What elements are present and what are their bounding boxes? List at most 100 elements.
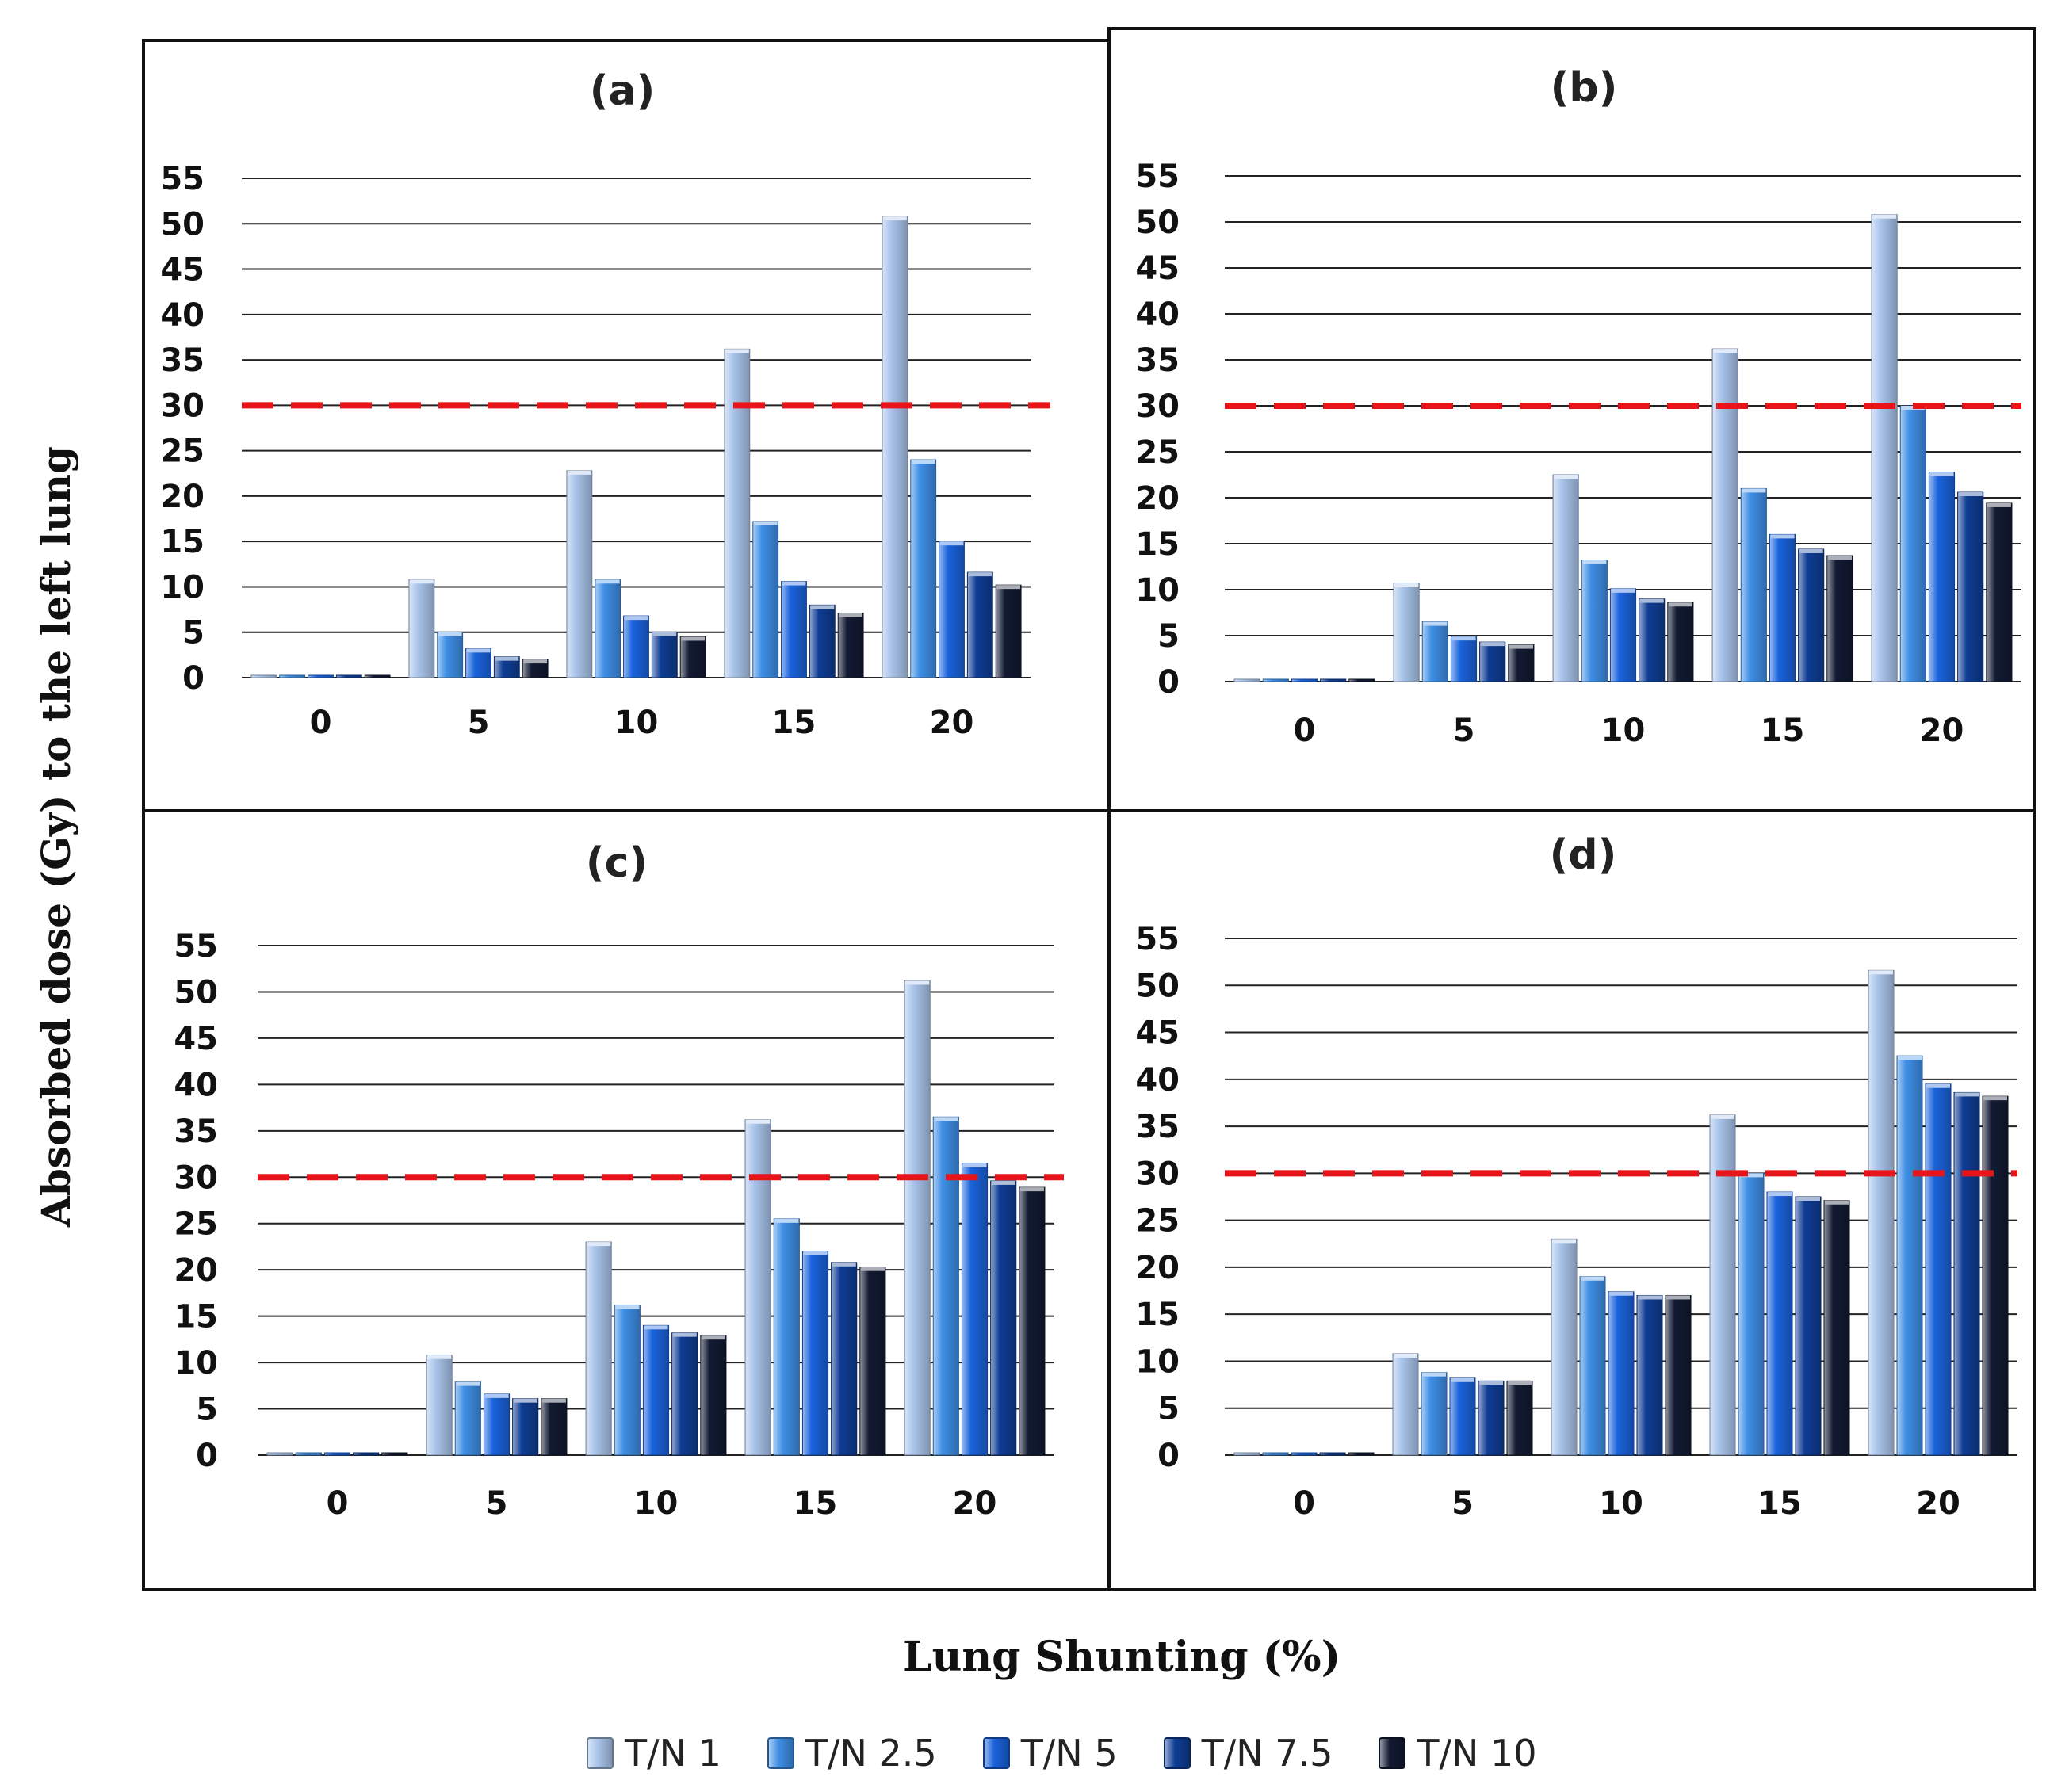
x-tick-label: 15 [772, 705, 817, 741]
bar-cap [456, 1381, 480, 1386]
bar [831, 1262, 858, 1456]
bar-cap [1713, 349, 1738, 353]
y-tick-label: 25 [174, 1206, 218, 1243]
bar [250, 674, 277, 678]
bar [1957, 491, 1984, 682]
bar [1506, 1380, 1533, 1456]
y-tick-label: 40 [174, 1067, 218, 1103]
bar [1608, 1291, 1635, 1456]
bar [1896, 1055, 1923, 1456]
bar [1798, 548, 1825, 682]
legend-label: T/N 2.5 [805, 1732, 937, 1775]
bar-cap [644, 1325, 668, 1330]
bar [1636, 1294, 1663, 1456]
bar [465, 648, 491, 678]
bar-cap [1611, 588, 1635, 593]
bar-cap [746, 1119, 771, 1124]
bar-cap [1742, 488, 1766, 493]
x-tick-label: 5 [1451, 1485, 1474, 1522]
bar-cap [1869, 970, 1893, 975]
y-tick-label: 20 [1135, 480, 1180, 517]
bar [904, 980, 931, 1456]
legend-swatch [982, 1737, 1010, 1769]
bar-cap [962, 1163, 987, 1167]
bar [939, 541, 965, 678]
bar [1740, 487, 1767, 682]
y-tick-label: 50 [174, 974, 218, 1011]
bar-cap [567, 470, 591, 475]
x-tick-label: 20 [930, 705, 974, 741]
bar-cap [839, 613, 863, 617]
bar-cap [1552, 1239, 1576, 1244]
x-tick-label: 0 [1294, 713, 1316, 749]
bar [308, 674, 334, 678]
y-tick-label: 45 [1135, 250, 1180, 287]
bar [859, 1267, 886, 1456]
bar [1738, 1172, 1765, 1456]
bar [364, 674, 391, 678]
bar [910, 459, 937, 678]
legend: T/N 1 T/N 2.5 T/N 5 T/N 7.5 T/N 10 [587, 1732, 1537, 1775]
x-tick-label: 15 [1761, 713, 1805, 749]
bar-cap [1929, 472, 1954, 476]
panel-title: (d) [1550, 831, 1617, 879]
bar-cap [1394, 583, 1419, 587]
bar [1609, 588, 1637, 682]
bar [809, 604, 836, 678]
bar [381, 1452, 408, 1456]
bar [801, 1251, 829, 1456]
y-tick-label: 15 [160, 524, 205, 560]
bar [512, 1398, 539, 1456]
x-tick-label: 20 [953, 1485, 997, 1522]
bar [1953, 1091, 1980, 1456]
bar [1233, 678, 1260, 682]
y-tick-label: 20 [160, 479, 205, 515]
bar [1479, 641, 1506, 682]
bar [1769, 533, 1796, 682]
bar-cap [1451, 1377, 1474, 1382]
legend-swatch [1163, 1737, 1191, 1769]
y-tick-label: 5 [182, 615, 205, 651]
bar [1421, 1372, 1448, 1456]
bar [1667, 602, 1694, 682]
legend-item: T/N 5 [982, 1732, 1118, 1775]
x-tick-label: 15 [794, 1485, 838, 1522]
bar-cap [1508, 1381, 1532, 1385]
bar-cap [1423, 621, 1448, 626]
bar-cap [681, 636, 706, 641]
bar-cap [1451, 636, 1476, 641]
bar [1766, 1191, 1793, 1456]
y-tick-label: 55 [1135, 159, 1180, 195]
bar [1291, 1452, 1318, 1456]
bar [781, 581, 807, 678]
y-tick-label: 45 [174, 1021, 218, 1057]
legend-item: T/N 1 [587, 1732, 721, 1775]
y-tick-label: 15 [1135, 1297, 1180, 1333]
x-tick-label: 20 [1916, 1485, 1960, 1522]
bar [541, 1398, 568, 1456]
bar-cap [1638, 1295, 1662, 1300]
bar [773, 1218, 800, 1456]
legend-swatch [767, 1737, 794, 1769]
bar-cap [701, 1335, 725, 1340]
bar [323, 1452, 351, 1456]
bar-cap [1582, 560, 1607, 564]
panel-title: (c) [586, 839, 648, 887]
y-tick-label: 40 [160, 297, 205, 334]
bar-cap [652, 632, 677, 636]
y-tick-label: 20 [1135, 1250, 1180, 1286]
bar-cap [725, 349, 749, 353]
bar [595, 579, 621, 678]
bar-cap [1509, 644, 1533, 649]
legend-swatch [1379, 1737, 1406, 1769]
bar-cap [832, 1262, 856, 1267]
y-tick-label: 0 [196, 1438, 218, 1474]
y-tick-label: 55 [160, 161, 205, 197]
bar-cap [905, 980, 930, 985]
y-tick-label: 15 [1135, 526, 1180, 563]
y-tick-label: 25 [160, 434, 205, 470]
bar [671, 1332, 698, 1456]
bar-cap [1581, 1276, 1604, 1281]
panel-title: (b) [1551, 64, 1618, 112]
panel-frame-d [1107, 809, 2036, 1591]
